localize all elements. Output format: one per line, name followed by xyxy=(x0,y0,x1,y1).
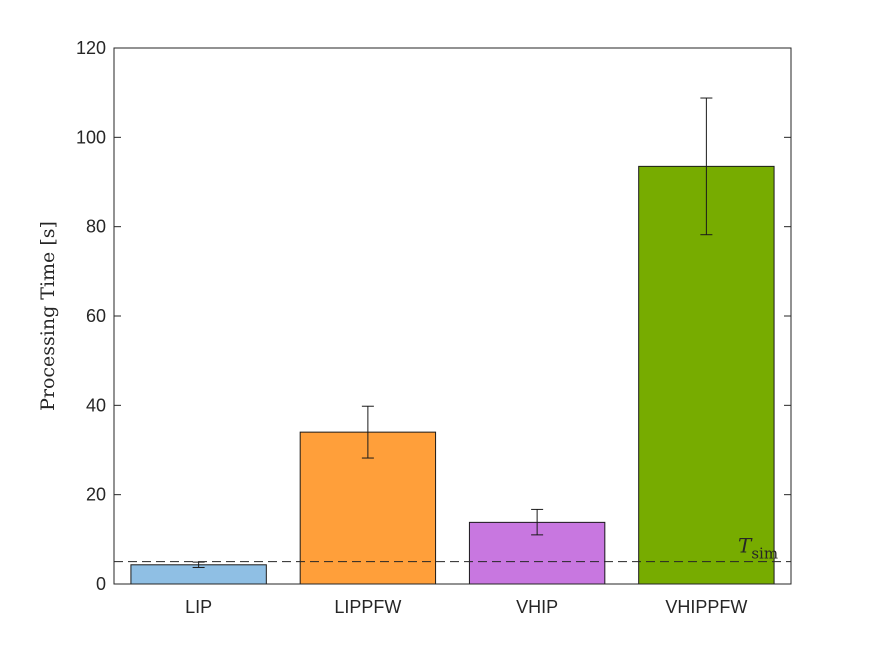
y-tick-label: 120 xyxy=(76,38,106,58)
error-bar-vhip xyxy=(531,508,544,536)
x-tick-label-vhippfw: VHIPPFW xyxy=(665,597,747,617)
reference-line-label-main: T xyxy=(738,534,753,558)
y-axis-label: Processing Time [s] xyxy=(37,221,59,411)
bars-layer xyxy=(130,165,775,585)
reference-line-label-sub: sim xyxy=(751,545,778,563)
x-tick-label-vhip: VHIP xyxy=(516,597,558,617)
x-tick-label-lip: LIP xyxy=(185,597,212,617)
y-tick-label: 40 xyxy=(86,395,106,415)
y-axis-ticks: 0 20 40 60 80 100 120 xyxy=(76,38,791,594)
error-bar-vhippfw xyxy=(700,97,713,236)
x-axis-labels: LIP LIPPFW VHIP VHIPPFW xyxy=(185,597,747,617)
error-bars-layer xyxy=(192,97,713,568)
error-bar-lippfw xyxy=(361,405,374,459)
y-tick-label: 80 xyxy=(86,217,106,237)
y-tick-label: 20 xyxy=(86,485,106,505)
y-tick-label: 0 xyxy=(96,574,106,594)
y-tick-label: 60 xyxy=(86,306,106,326)
x-tick-label-lippfw: LIPPFW xyxy=(334,597,401,617)
y-tick-label: 100 xyxy=(76,127,106,147)
bar-vhippfw xyxy=(638,165,775,585)
reference-line-label: Tsim xyxy=(738,534,778,563)
